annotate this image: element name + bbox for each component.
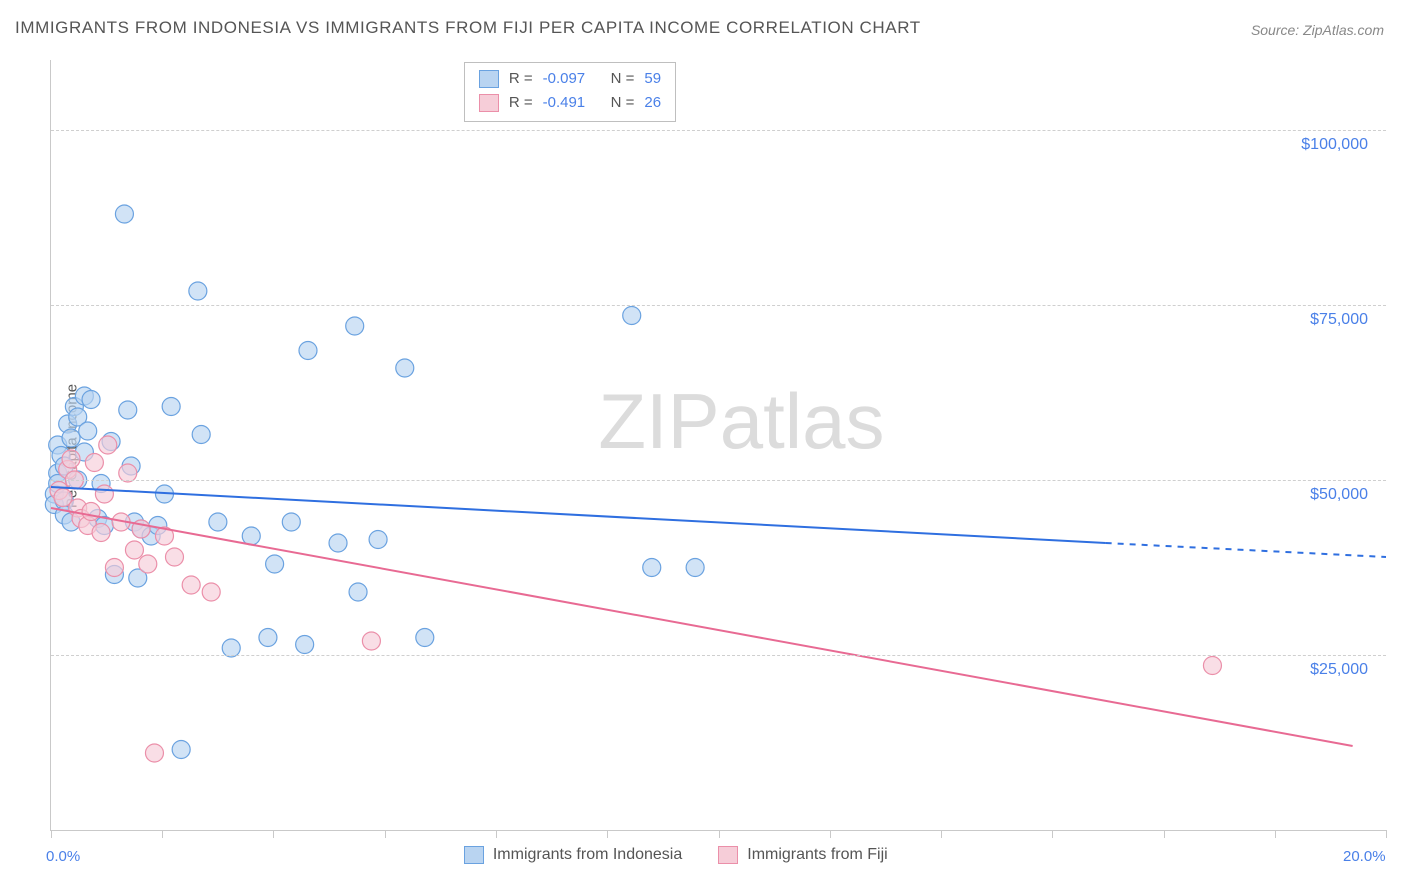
legend-item: Immigrants from Fiji — [718, 846, 887, 864]
data-point — [192, 426, 210, 444]
data-point — [62, 429, 80, 447]
data-point — [282, 513, 300, 531]
x-tick — [1052, 830, 1053, 838]
data-point — [115, 205, 133, 223]
data-point — [145, 744, 163, 762]
data-point — [165, 548, 183, 566]
data-point — [99, 436, 117, 454]
x-tick — [162, 830, 163, 838]
data-point — [259, 629, 277, 647]
x-tick — [273, 830, 274, 838]
x-tick — [941, 830, 942, 838]
legend-swatch — [718, 846, 738, 864]
y-tick-label: $75,000 — [1310, 311, 1368, 329]
data-point — [119, 401, 137, 419]
legend-r-label: R = — [509, 91, 533, 115]
legend-swatch — [479, 94, 499, 112]
trend-line-extrapolated — [1106, 543, 1386, 557]
x-tick-label: 0.0% — [46, 848, 80, 865]
x-tick — [719, 830, 720, 838]
data-point — [172, 741, 190, 759]
legend-n-value: 26 — [644, 91, 661, 115]
gridline — [51, 130, 1386, 131]
plot-area: ZIPatlas $25,000$50,000$75,000$100,000 — [50, 60, 1386, 831]
legend-r-value: -0.097 — [543, 67, 601, 91]
data-point — [686, 559, 704, 577]
data-point — [242, 527, 260, 545]
x-tick — [1275, 830, 1276, 838]
data-point — [82, 503, 100, 521]
legend-r-label: R = — [509, 67, 533, 91]
correlation-legend: R = -0.097 N = 59 R = -0.491 N = 26 — [464, 62, 676, 122]
x-tick — [1386, 830, 1387, 838]
data-point — [416, 629, 434, 647]
legend-n-label: N = — [611, 91, 635, 115]
data-point — [346, 317, 364, 335]
y-tick-label: $25,000 — [1310, 661, 1368, 679]
data-point — [209, 513, 227, 531]
data-point — [299, 342, 317, 360]
y-tick-label: $50,000 — [1310, 486, 1368, 504]
data-point — [82, 391, 100, 409]
chart-title: IMMIGRANTS FROM INDONESIA VS IMMIGRANTS … — [15, 18, 921, 38]
data-point — [202, 583, 220, 601]
data-point — [369, 531, 387, 549]
plot-svg — [51, 60, 1386, 830]
data-point — [95, 485, 113, 503]
data-point — [125, 541, 143, 559]
gridline — [51, 305, 1386, 306]
data-point — [92, 524, 110, 542]
data-point — [362, 632, 380, 650]
series-legend: Immigrants from Indonesia Immigrants from… — [464, 846, 888, 864]
x-tick — [1164, 830, 1165, 838]
trend-line — [51, 487, 1106, 543]
data-point — [182, 576, 200, 594]
x-tick — [830, 830, 831, 838]
data-point — [105, 559, 123, 577]
chart-container: IMMIGRANTS FROM INDONESIA VS IMMIGRANTS … — [0, 0, 1406, 892]
data-point — [643, 559, 661, 577]
legend-label: Immigrants from Fiji — [747, 846, 887, 864]
data-point — [329, 534, 347, 552]
legend-item: Immigrants from Indonesia — [464, 846, 682, 864]
x-tick-label: 20.0% — [1343, 848, 1386, 865]
legend-r-value: -0.491 — [543, 91, 601, 115]
legend-swatch — [464, 846, 484, 864]
gridline — [51, 480, 1386, 481]
data-point — [266, 555, 284, 573]
x-tick — [607, 830, 608, 838]
data-point — [189, 282, 207, 300]
data-point — [349, 583, 367, 601]
legend-n-value: 59 — [644, 67, 661, 91]
data-point — [396, 359, 414, 377]
data-point — [85, 454, 103, 472]
source-label: Source: ZipAtlas.com — [1251, 22, 1384, 38]
data-point — [623, 307, 641, 325]
legend-row: R = -0.491 N = 26 — [479, 91, 661, 115]
legend-label: Immigrants from Indonesia — [493, 846, 682, 864]
x-tick — [496, 830, 497, 838]
y-tick-label: $100,000 — [1301, 136, 1368, 154]
data-point — [139, 555, 157, 573]
data-point — [1203, 657, 1221, 675]
legend-row: R = -0.097 N = 59 — [479, 67, 661, 91]
gridline — [51, 655, 1386, 656]
x-tick — [385, 830, 386, 838]
data-point — [296, 636, 314, 654]
legend-n-label: N = — [611, 67, 635, 91]
data-point — [162, 398, 180, 416]
x-tick — [51, 830, 52, 838]
data-point — [79, 422, 97, 440]
data-point — [62, 450, 80, 468]
trend-line — [51, 508, 1353, 746]
legend-swatch — [479, 70, 499, 88]
